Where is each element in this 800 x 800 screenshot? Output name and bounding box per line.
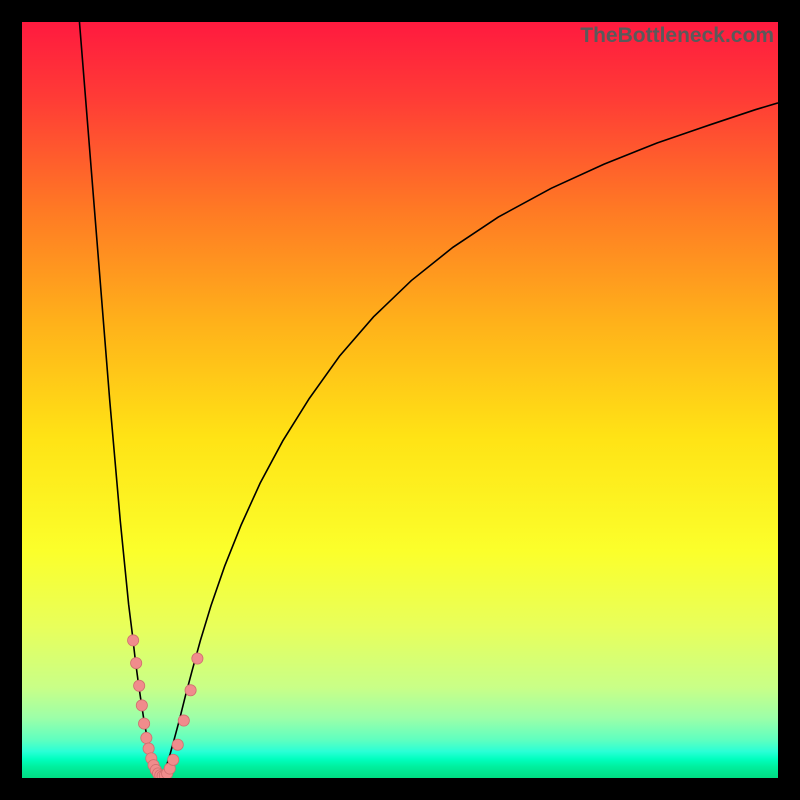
marker-point xyxy=(134,680,145,691)
curve-right xyxy=(160,103,778,778)
plot-area: TheBottleneck.com xyxy=(22,22,778,778)
marker-point xyxy=(141,732,152,743)
marker-point xyxy=(168,754,179,765)
marker-point xyxy=(172,739,183,750)
marker-group xyxy=(128,635,203,778)
marker-point xyxy=(128,635,139,646)
marker-point xyxy=(178,715,189,726)
marker-point xyxy=(131,657,142,668)
marker-point xyxy=(136,700,147,711)
chart-frame: TheBottleneck.com xyxy=(0,0,800,800)
chart-overlay xyxy=(22,22,778,778)
curve-left xyxy=(79,22,160,778)
marker-point xyxy=(138,718,149,729)
marker-point xyxy=(185,685,196,696)
marker-point xyxy=(143,743,154,754)
marker-point xyxy=(192,653,203,664)
